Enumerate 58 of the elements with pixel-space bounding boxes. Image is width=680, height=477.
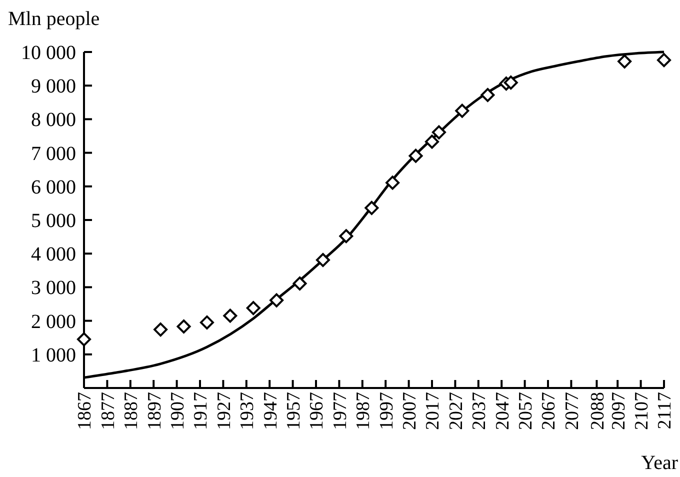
y-tick-label: 10 000: [21, 42, 76, 64]
point: [270, 293, 284, 308]
x-tick-label: 2097: [608, 392, 630, 430]
x-tick-label: 2037: [469, 392, 490, 430]
x-tick-label: 1887: [121, 392, 142, 430]
x-tick-label: 1877: [98, 392, 119, 430]
x-tick-label: 2088: [587, 392, 608, 430]
y-tick-label: 1 000: [31, 344, 76, 366]
point: [154, 322, 168, 337]
x-tick-label: 1917: [190, 392, 212, 430]
point: [292, 276, 307, 291]
x-tick-label: 1967: [306, 392, 328, 430]
point: [200, 315, 214, 330]
point: [246, 301, 260, 316]
point: [480, 88, 495, 102]
point: [504, 76, 518, 90]
x-tick-label: 1907: [167, 392, 188, 430]
x-axis-title: Year: [641, 452, 678, 474]
x-tick-label: 2027: [446, 392, 467, 430]
point: [386, 176, 400, 190]
x-tick-label: 2047: [492, 392, 514, 430]
point: [223, 308, 238, 323]
point: [77, 332, 91, 346]
point: [316, 252, 330, 267]
x-tick-label: 1867: [74, 392, 96, 430]
point: [176, 320, 191, 334]
point: [339, 229, 354, 244]
x-tick-label: 2067: [538, 392, 560, 430]
x-tick-label: 1957: [283, 392, 304, 430]
y-axis-title: Mln people: [8, 8, 100, 30]
x-tick-label: 2017: [422, 392, 444, 430]
y-tick-label: 6 000: [31, 176, 76, 198]
x-tick-label: 1937: [237, 392, 258, 430]
y-tick-label: 2 000: [31, 310, 76, 333]
point: [432, 125, 446, 140]
x-tick-label: 1927: [214, 392, 235, 430]
x-tick-label: 1947: [260, 392, 282, 430]
x-tick-label: 1977: [330, 392, 351, 430]
point: [364, 200, 379, 215]
y-tick-label: 9 000: [31, 76, 76, 98]
x-tick-label: 2107: [631, 392, 652, 430]
point: [657, 53, 671, 68]
y-tick-label: 5 000: [31, 210, 76, 232]
point: [408, 148, 423, 163]
x-tick-label: 2057: [515, 392, 536, 430]
x-tick-label: 2007: [399, 392, 420, 430]
y-tick-label: 7 000: [31, 142, 76, 165]
point: [618, 54, 632, 68]
x-tick-label: 1997: [376, 392, 398, 430]
y-tick-label: 8 000: [31, 109, 76, 132]
x-tick-label: 1897: [144, 392, 166, 430]
y-tick-label: 3 000: [31, 277, 76, 300]
x-tick-label: 2077: [562, 392, 583, 430]
x-tick-label: 1987: [353, 392, 374, 430]
x-tick-label: 2117: [654, 392, 676, 430]
point: [425, 134, 439, 149]
y-tick-label: 4 000: [31, 244, 76, 266]
point: [455, 104, 470, 118]
